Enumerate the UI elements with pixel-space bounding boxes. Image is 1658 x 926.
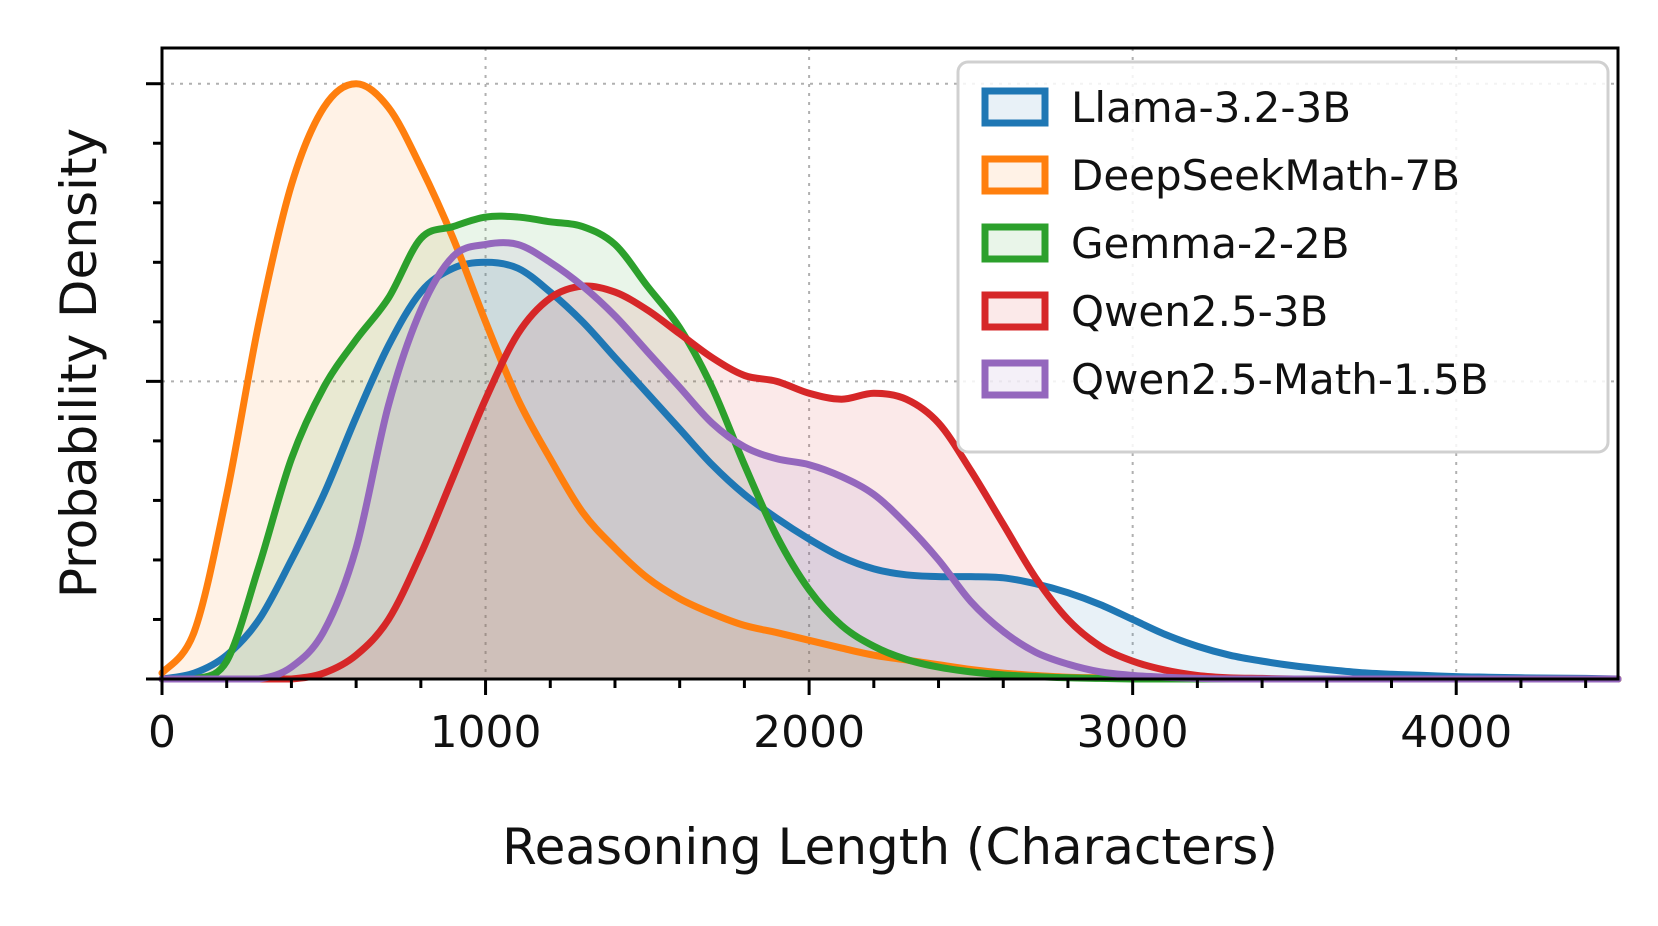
legend-swatch-qwen2-5-3b: [981, 291, 1049, 331]
area-qwen2-5-3b: [162, 285, 1618, 679]
curve-llama-3-2-3b: [158, 258, 1622, 683]
y-axis-title: Probability Density: [50, 128, 108, 598]
legend-label-gemma-2-2b: Gemma-2-2B: [1071, 219, 1350, 268]
x-tick-labels: 0 1000 2000 3000 4000: [148, 707, 1512, 758]
legend-swatch-deepseekmath-7b: [981, 155, 1049, 195]
legend-label-qwen2-5-3b: Qwen2.5-3B: [1071, 287, 1328, 336]
area-gemma-2-2b: [162, 216, 1618, 679]
x-axis-title: Reasoning Length (Characters): [502, 818, 1278, 876]
legend-swatch-llama-3-2-3b: [981, 87, 1049, 127]
legend-label-llama-3-2-3b: Llama-3.2-3B: [1071, 83, 1351, 132]
axis-ticks: [146, 82, 1588, 695]
x-tick-label: 3000: [1077, 707, 1189, 758]
plot-frame: [160, 46, 1620, 681]
legend-box: [956, 60, 1610, 454]
legend: Llama-3.2-3B DeepSeekMath-7B Gemma-2-2B Qwe…: [956, 60, 1610, 454]
x-tick-label: 1000: [430, 707, 542, 758]
legend-label-qwen2-5-math-1-5b: Qwen2.5-Math-1.5B: [1071, 355, 1489, 404]
legend-swatch-gemma-2-2b: [981, 223, 1049, 263]
area-llama-3-2-3b: [162, 262, 1618, 679]
density-fills: [162, 83, 1618, 680]
x-tick-label: 0: [148, 707, 176, 758]
legend-swatch-qwen2-5-math-1-5b: [981, 359, 1049, 399]
legend-label-deepseekmath-7b: DeepSeekMath-7B: [1071, 151, 1460, 200]
x-tick-label: 2000: [753, 707, 865, 758]
x-tick-label: 4000: [1400, 707, 1512, 758]
area-deepseekmath-7b: [162, 83, 1618, 680]
area-qwen2-5-math-1-5b: [162, 242, 1618, 679]
